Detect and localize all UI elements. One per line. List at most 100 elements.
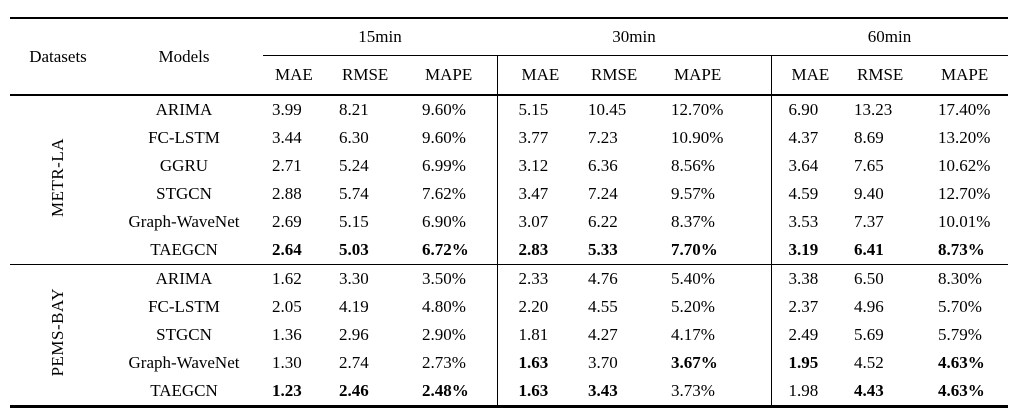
metric-value: 5.69 bbox=[845, 321, 929, 349]
metric-value: 7.70% bbox=[662, 236, 771, 265]
metric-value: 4.76 bbox=[579, 264, 662, 293]
metric-value-text: 2.05 bbox=[272, 297, 302, 316]
metric-value-text: 17.40% bbox=[938, 100, 991, 119]
model-name: STGCN bbox=[156, 325, 212, 344]
metric-value-text: 2.83 bbox=[518, 240, 549, 259]
metric-value-text: 2.49 bbox=[788, 325, 819, 344]
metric-value: 4.37 bbox=[770, 124, 845, 152]
metric-value: 8.56% bbox=[662, 152, 771, 180]
metric-value: 9.40 bbox=[845, 180, 929, 208]
metric-value: 4.63% bbox=[929, 377, 1008, 407]
metric-value: 2.33 bbox=[496, 264, 579, 293]
table-row-metr-la-stgcn: STGCN 2.88 5.74 7.62% 3.47 7.24 9.57% 4.59 9.40 1… bbox=[10, 180, 1008, 208]
table-row-pems-bay-taegcn: TAEGCN 1.23 2.46 2.48% 1.63 3.43 3.73% 1.98 4.43… bbox=[10, 377, 1008, 407]
metric-value-text: 5.40% bbox=[671, 269, 715, 288]
metric-value: 6.30 bbox=[330, 124, 413, 152]
metric-value: 2.90% bbox=[413, 321, 497, 349]
metric-value: 3.77 bbox=[496, 124, 579, 152]
metric-value-text: 3.99 bbox=[272, 100, 302, 119]
metric-value-text: 9.57% bbox=[671, 184, 715, 203]
table-row-pems-bay-arima: PEMS-BAY ARIMA 1.62 3.30 3.50% 2.33 4.76 5.40% 3… bbox=[10, 264, 1008, 407]
metric-value-text: 1.36 bbox=[272, 325, 302, 344]
metric-value-text: 12.70% bbox=[671, 100, 724, 119]
metric-value: 3.53 bbox=[770, 208, 845, 236]
metric-header-rmse-15min: RMSE bbox=[330, 55, 413, 96]
metric-value: 4.19 bbox=[330, 293, 413, 321]
metric-value-text: 2.48% bbox=[422, 381, 469, 400]
metric-value-text: 2.96 bbox=[339, 325, 369, 344]
metric-value: 1.63 bbox=[496, 349, 579, 377]
metric-value: 3.67% bbox=[662, 349, 771, 377]
results-table: Datasets Models 15min 30min 60min MAE RMS… bbox=[10, 17, 1008, 408]
metric-value: 9.57% bbox=[662, 180, 771, 208]
table-body: METR-LA ARIMA 3.99 8.21 9.60% 5.15 10.45 12.70%… bbox=[10, 95, 1008, 407]
metric-value-text: 9.60% bbox=[422, 100, 466, 119]
metric-value-text: 5.69 bbox=[854, 325, 884, 344]
metric-value-text: 1.30 bbox=[272, 353, 302, 372]
metric-header-rmse-60min: RMSE bbox=[845, 55, 929, 96]
metric-value-text: 6.41 bbox=[854, 240, 884, 259]
metric-value: 6.99% bbox=[413, 152, 497, 180]
metric-value-text: 3.67% bbox=[671, 353, 718, 372]
metric-value-text: 3.64 bbox=[788, 156, 819, 175]
metric-value: 4.27 bbox=[579, 321, 662, 349]
metric-value: 2.05 bbox=[263, 293, 330, 321]
metric-value: 8.21 bbox=[330, 95, 413, 124]
metric-value: 3.73% bbox=[662, 377, 771, 407]
metric-value-text: 7.62% bbox=[422, 184, 466, 203]
metric-value-text: 1.63 bbox=[518, 353, 549, 372]
model-name: ARIMA bbox=[105, 264, 263, 293]
horizon-header-30min: 30min bbox=[497, 18, 771, 56]
metric-value-text: 7.23 bbox=[588, 128, 618, 147]
metric-value-text: 4.55 bbox=[588, 297, 618, 316]
metric-value: 2.74 bbox=[330, 349, 413, 377]
dataset-label-text: PEMS-BAY bbox=[48, 288, 67, 377]
metric-value: 4.96 bbox=[845, 293, 929, 321]
metric-value: 2.49 bbox=[770, 321, 845, 349]
metric-value: 3.99 bbox=[263, 95, 330, 124]
metric-value-text: 2.33 bbox=[518, 269, 549, 288]
metric-value: 9.60% bbox=[413, 95, 497, 124]
metric-value-text: 5.74 bbox=[339, 184, 369, 203]
metric-value: 4.43 bbox=[845, 377, 929, 407]
table-header: Datasets Models 15min 30min 60min MAE RMS… bbox=[10, 18, 1008, 96]
metric-value-text: 8.30% bbox=[938, 269, 982, 288]
metric-value-text: 8.21 bbox=[339, 100, 369, 119]
metric-value: 5.15 bbox=[330, 208, 413, 236]
table-row-metr-la-taegcn: TAEGCN 2.64 5.03 6.72% 2.83 5.33 7.70% 3.19 6.41… bbox=[10, 236, 1008, 265]
metric-value-text: 3.12 bbox=[518, 156, 549, 175]
metric-value: 13.20% bbox=[929, 124, 1008, 152]
metric-value-text: 1.81 bbox=[518, 325, 549, 344]
metric-value: 5.79% bbox=[929, 321, 1008, 349]
metric-value: 5.40% bbox=[662, 264, 771, 293]
metric-value: 3.50% bbox=[413, 264, 497, 293]
metric-value: 3.38 bbox=[770, 264, 845, 293]
metric-value: 10.90% bbox=[662, 124, 771, 152]
table-row-pems-bay-stgcn: STGCN 1.36 2.96 2.90% 1.81 4.27 4.17% 2.49 5.69 5… bbox=[10, 321, 1008, 349]
metric-value-text: 2.37 bbox=[788, 297, 819, 316]
metric-value: 4.80% bbox=[413, 293, 497, 321]
metric-value: 5.20% bbox=[662, 293, 771, 321]
table-row-metr-la-ggru: GGRU 2.71 5.24 6.99% 3.12 6.36 8.56% 3.64 7.65 10… bbox=[10, 152, 1008, 180]
metric-value: 6.41 bbox=[845, 236, 929, 265]
metric-value: 2.64 bbox=[263, 236, 330, 265]
metric-value-text: 4.52 bbox=[854, 353, 884, 372]
dataset-label-text: METR-LA bbox=[48, 137, 67, 218]
table-row-metr-la-fc-lstm: FC-LSTM 3.44 6.30 9.60% 3.77 7.23 10.90% 4.37 8.… bbox=[10, 124, 1008, 152]
metric-value-text: 4.59 bbox=[788, 184, 819, 203]
dataset-label-pems-bay: PEMS-BAY bbox=[10, 264, 105, 407]
metric-header-mae-30min: MAE bbox=[496, 55, 579, 96]
metric-value: 2.88 bbox=[263, 180, 330, 208]
metric-value: 10.45 bbox=[579, 95, 662, 124]
metric-value-text: 5.15 bbox=[518, 100, 549, 119]
metric-value: 5.74 bbox=[330, 180, 413, 208]
metric-value: 6.72% bbox=[413, 236, 497, 265]
metric-value-text: 3.47 bbox=[518, 184, 549, 203]
metric-value: 3.70 bbox=[579, 349, 662, 377]
metric-header-mape-30min: MAPE bbox=[662, 55, 771, 96]
models-column-header: Models bbox=[105, 18, 263, 96]
metric-value: 1.30 bbox=[263, 349, 330, 377]
metric-value: 6.50 bbox=[845, 264, 929, 293]
metric-value: 6.36 bbox=[579, 152, 662, 180]
metric-header-rmse-30min: RMSE bbox=[579, 55, 662, 96]
